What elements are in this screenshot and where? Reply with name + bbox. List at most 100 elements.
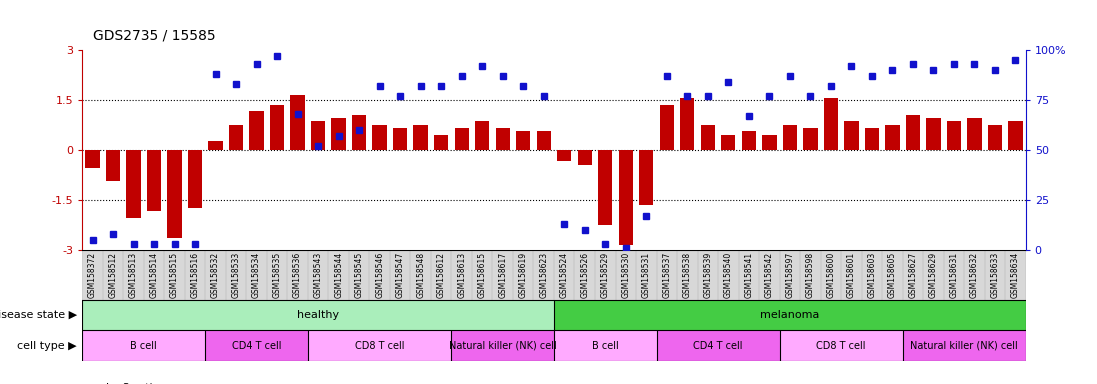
Text: B cell: B cell — [131, 341, 157, 351]
Bar — [308, 250, 328, 300]
Text: GSM158600: GSM158600 — [826, 252, 835, 298]
Bar — [188, 150, 202, 208]
Bar — [615, 250, 636, 300]
Bar — [782, 125, 798, 150]
Bar — [123, 250, 144, 300]
Text: GSM158514: GSM158514 — [149, 252, 159, 298]
Text: GSM158603: GSM158603 — [868, 252, 877, 298]
Bar — [414, 125, 428, 150]
Bar — [762, 135, 777, 150]
Text: GSM158547: GSM158547 — [396, 252, 405, 298]
Bar — [431, 250, 452, 300]
Bar — [906, 115, 920, 150]
Bar — [270, 105, 284, 150]
Bar — [105, 150, 121, 181]
Bar — [882, 250, 903, 300]
Bar — [721, 135, 735, 150]
Bar — [903, 250, 924, 300]
Text: GSM158605: GSM158605 — [887, 252, 897, 298]
Text: GSM158545: GSM158545 — [354, 252, 363, 298]
Text: GSM158532: GSM158532 — [211, 252, 220, 298]
Bar — [331, 118, 346, 150]
Bar — [841, 250, 861, 300]
Bar — [287, 250, 308, 300]
Text: GSM158537: GSM158537 — [663, 252, 671, 298]
Text: GSM158629: GSM158629 — [929, 252, 938, 298]
Text: GSM158526: GSM158526 — [580, 252, 589, 298]
Text: GSM158548: GSM158548 — [416, 252, 426, 298]
Bar — [619, 150, 633, 245]
Bar — [861, 250, 882, 300]
Bar — [554, 300, 1026, 330]
Bar — [536, 131, 551, 150]
Text: cell type ▶: cell type ▶ — [18, 341, 77, 351]
Bar — [208, 141, 223, 150]
Bar — [226, 250, 247, 300]
Text: GSM158516: GSM158516 — [191, 252, 200, 298]
Text: GSM158539: GSM158539 — [703, 252, 712, 298]
Text: GSM158601: GSM158601 — [847, 252, 856, 298]
Text: B cell: B cell — [592, 341, 619, 351]
Bar — [82, 330, 205, 361]
Bar — [352, 115, 366, 150]
Text: GSM158541: GSM158541 — [745, 252, 754, 298]
Bar — [247, 250, 267, 300]
Text: GSM158536: GSM158536 — [293, 252, 302, 298]
Bar — [475, 121, 489, 150]
Text: GSM158612: GSM158612 — [437, 252, 445, 298]
Bar — [677, 250, 698, 300]
Text: GSM158533: GSM158533 — [231, 252, 240, 298]
Bar — [557, 150, 572, 161]
Bar — [267, 250, 287, 300]
Bar — [575, 250, 595, 300]
Text: GSM158515: GSM158515 — [170, 252, 179, 298]
Text: CD8 T cell: CD8 T cell — [816, 341, 866, 351]
Bar — [496, 128, 510, 150]
Bar — [636, 250, 656, 300]
Bar — [472, 250, 493, 300]
Bar — [533, 250, 554, 300]
Bar — [291, 95, 305, 150]
Text: Natural killer (NK) cell: Natural killer (NK) cell — [449, 341, 556, 351]
Bar — [434, 135, 449, 150]
Bar — [310, 121, 326, 150]
Bar — [803, 128, 817, 150]
Text: GSM158530: GSM158530 — [621, 252, 631, 298]
Text: CD4 T cell: CD4 T cell — [693, 341, 743, 351]
Bar — [780, 330, 903, 361]
Bar — [947, 121, 961, 150]
Bar — [165, 250, 184, 300]
Text: GSM158524: GSM158524 — [559, 252, 568, 298]
Text: Natural killer (NK) cell: Natural killer (NK) cell — [911, 341, 1018, 351]
Bar — [759, 250, 780, 300]
Bar — [968, 118, 982, 150]
Bar — [719, 250, 738, 300]
Text: GSM158531: GSM158531 — [642, 252, 651, 298]
Bar — [885, 125, 900, 150]
Bar — [205, 330, 308, 361]
Bar — [516, 131, 531, 150]
Bar — [698, 250, 719, 300]
Bar — [742, 131, 756, 150]
Bar — [454, 128, 468, 150]
Bar — [389, 250, 410, 300]
Bar — [373, 125, 387, 150]
Bar — [82, 250, 103, 300]
Bar — [780, 250, 800, 300]
Text: GSM158613: GSM158613 — [457, 252, 466, 298]
Text: disease state ▶: disease state ▶ — [0, 310, 77, 320]
Bar — [701, 125, 715, 150]
Bar — [308, 330, 452, 361]
Bar — [738, 250, 759, 300]
Text: GSM158598: GSM158598 — [806, 252, 815, 298]
Text: CD8 T cell: CD8 T cell — [355, 341, 405, 351]
Bar — [82, 300, 554, 330]
Bar — [513, 250, 533, 300]
Bar — [184, 250, 205, 300]
Bar — [824, 98, 838, 150]
Bar — [845, 121, 859, 150]
Text: GSM158623: GSM158623 — [540, 252, 548, 298]
Text: GSM158543: GSM158543 — [314, 252, 323, 298]
Text: GSM158631: GSM158631 — [949, 252, 959, 298]
Text: GSM158513: GSM158513 — [129, 252, 138, 298]
